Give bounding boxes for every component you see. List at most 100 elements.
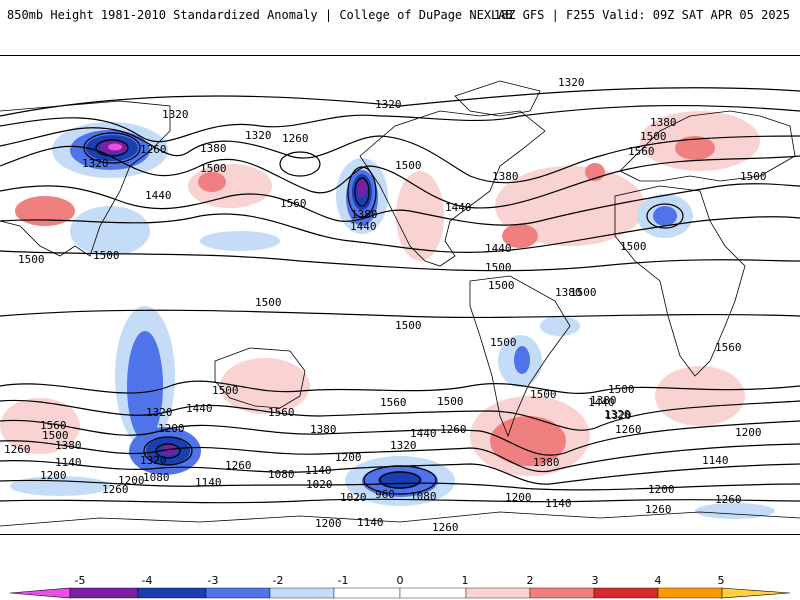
contour-label: 1260 <box>225 459 252 472</box>
antarctica-coast <box>0 512 800 526</box>
contour-label: 1140 <box>55 456 82 469</box>
contour-label: 1500 <box>18 253 45 266</box>
contour-label: 1140 <box>545 497 572 510</box>
contour-label: 1200 <box>40 469 67 482</box>
colorbar-segment <box>270 588 334 598</box>
colorbar-tick-label: 2 <box>520 574 540 587</box>
contour-label: 1500 <box>395 319 422 332</box>
contour-label: 1440 <box>145 189 172 202</box>
contour-label: 1500 <box>488 279 515 292</box>
closed-low-contour <box>280 152 320 176</box>
contour-label: 1140 <box>357 516 384 529</box>
contour-label: 1380 <box>533 456 560 469</box>
contour-label: 1380 <box>55 439 82 452</box>
colorbar-segment <box>658 588 722 598</box>
contour-label: 1380 <box>492 170 519 183</box>
contour-label: 1080 <box>410 490 437 503</box>
anomaly-map: 1320 1320 1320 1320 1320 1260 1260 1380 … <box>0 55 800 535</box>
contour-label: 1260 <box>102 483 129 496</box>
contour-label: 1320 <box>82 157 109 170</box>
colorbar-tick-label: 4 <box>648 574 668 587</box>
contour-label: 1560 <box>715 341 742 354</box>
contour-label: 1200 <box>505 491 532 504</box>
colorbar-tick-label: -2 <box>268 574 288 587</box>
contour-label: 1140 <box>195 476 222 489</box>
negative-anomaly <box>357 179 367 197</box>
contour-line <box>0 310 800 317</box>
contour-label: 1500 <box>255 296 282 309</box>
contour-label: 1380 <box>200 142 227 155</box>
contour-label: 1200 <box>158 422 185 435</box>
colorbar-tick-label: -1 <box>333 574 353 587</box>
contour-label: 1500 <box>640 130 667 143</box>
contour-label: 1560 <box>628 145 655 158</box>
colorbar-tick-label: 5 <box>711 574 731 587</box>
contour-label: 1200 <box>335 451 362 464</box>
contour-label: 1320 <box>558 76 585 89</box>
negative-anomaly <box>514 346 530 374</box>
contour-label: 1140 <box>305 464 332 477</box>
contour-label: 960 <box>375 488 395 501</box>
contour-label: 1200 <box>735 426 762 439</box>
contour-label: 1020 <box>306 478 333 491</box>
map-title: 850mb Height 1981-2010 Standardized Anom… <box>7 8 513 22</box>
positive-anomaly <box>15 196 75 226</box>
positive-anomaly <box>198 172 226 192</box>
colorbar-arrow-right <box>722 588 790 598</box>
colorbar-segment <box>138 588 206 598</box>
contour-label: 1500 <box>530 388 557 401</box>
contour-label: 1500 <box>395 159 422 172</box>
contour-label: 1260 <box>432 521 459 534</box>
colorbar-segment <box>530 588 594 598</box>
colorbar-tick-label: -4 <box>137 574 157 587</box>
contour-label: 1440 <box>445 201 472 214</box>
greenland-coast <box>455 81 540 116</box>
contour-label: 1260 <box>615 423 642 436</box>
negative-anomaly <box>540 316 580 336</box>
contour-label: 1320 <box>390 439 417 452</box>
colorbar-tick-label: -5 <box>70 574 90 587</box>
contour-label: 1500 <box>620 240 647 253</box>
positive-anomaly <box>655 366 745 426</box>
colorbar-segment <box>206 588 270 598</box>
colorbar: -5 -4 -3 -2 -1 0 1 2 3 4 5 <box>0 570 800 600</box>
contour-label: 1500 <box>570 286 597 299</box>
colorbar-tick-label: -3 <box>203 574 223 587</box>
contour-label: 1080 <box>143 471 170 484</box>
contour-line <box>0 251 800 271</box>
contour-label: 1500 <box>490 336 517 349</box>
contour-label: 1260 <box>140 143 167 156</box>
colorbar-segment <box>70 588 138 598</box>
colorbar-segment <box>594 588 658 598</box>
negative-anomaly <box>653 206 677 226</box>
contour-label: 1200 <box>648 483 675 496</box>
contour-label: 1500 <box>200 162 227 175</box>
map-canvas: 1320 1320 1320 1320 1320 1260 1260 1380 … <box>0 56 800 534</box>
contour-label: 1080 <box>268 468 295 481</box>
colorbar-tick-label: 3 <box>585 574 605 587</box>
contour-label: 1380 <box>310 423 337 436</box>
contour-label: 1440 <box>588 396 615 409</box>
colorbar-segment <box>334 588 400 598</box>
contour-label: 1380 <box>650 116 677 129</box>
contour-label: 1200 <box>315 517 342 530</box>
contour-label: 1140 <box>702 454 729 467</box>
contour-label: 1320 <box>375 98 402 111</box>
contour-label: 1260 <box>645 503 672 516</box>
contour-label: 1020 <box>340 491 367 504</box>
negative-anomaly <box>108 144 122 151</box>
colorbar-tick-label: 1 <box>455 574 475 587</box>
colorbar-arrow-left <box>10 588 70 598</box>
contour-label: 1320 <box>146 406 173 419</box>
contour-label: 1500 <box>437 395 464 408</box>
colorbar-tick-label: 0 <box>390 574 410 587</box>
contour-label: 1500 <box>93 249 120 262</box>
contour-label: 1500 <box>740 170 767 183</box>
contour-label: 1440 <box>350 220 377 233</box>
colorbar-segment <box>466 588 530 598</box>
contour-label: 1260 <box>440 423 467 436</box>
contour-label: 1440 <box>485 242 512 255</box>
contour-label: 1320 <box>162 108 189 121</box>
contour-label: 1260 <box>4 443 31 456</box>
contour-label: 1500 <box>608 383 635 396</box>
